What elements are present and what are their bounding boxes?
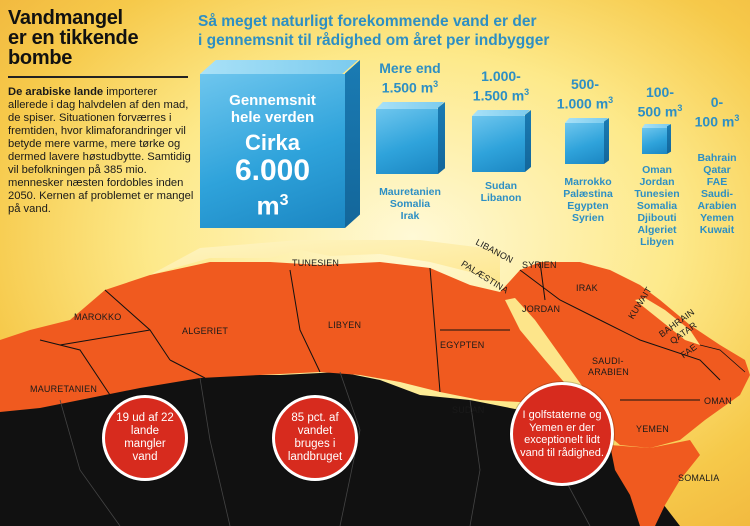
category-4-countries: Oman Jordan Tunesien Somalia Djibouti Al…: [634, 164, 680, 248]
category-4-label: 100- 500 m3: [637, 84, 683, 120]
category-3-countries: Marrokko Palæstina Egypten Syrien: [563, 176, 613, 224]
category-1-countries: Mauretanien Somalia Irak: [379, 186, 441, 222]
mediterranean: [150, 240, 500, 285]
main-title-line-2: i gennemsnit til rådighed om året per in…: [198, 32, 550, 49]
world-average-cube: [200, 60, 370, 228]
label-mauretanien: MAURETANIEN: [30, 384, 98, 394]
category-3-label: 500- 1.000 m3: [556, 76, 614, 112]
country-borders: [39, 261, 721, 401]
label-sudan: SUDAN: [452, 405, 485, 415]
label-oman: OMAN: [704, 396, 732, 406]
category-4-cube: [642, 124, 672, 154]
world-average-line-2: hele verden: [230, 109, 315, 126]
cube-front: [200, 74, 345, 228]
label-irak: IRAK: [576, 283, 598, 293]
headline-line-3: bombe: [8, 47, 73, 69]
category-2-countries: Sudan Libanon: [480, 180, 522, 204]
divider: [8, 76, 188, 78]
label-yemen: YEMEN: [636, 424, 670, 434]
headline-line-1: Vandmangel: [8, 7, 123, 29]
label-somalia: SOMALIA: [678, 473, 720, 483]
label-libyen: LIBYEN: [328, 320, 362, 330]
main-title: Så meget naturligt forekommende vand er …: [198, 12, 618, 50]
category-1-label: Mere end 1.500 m3: [379, 60, 441, 96]
intro-bold: De arabiske lande: [8, 86, 104, 98]
category-1-cube: [376, 102, 448, 174]
label-egypten: EGYPTEN: [440, 340, 485, 350]
category-5-countries: Bahrain Qatar FAE Saudi- Arabien Yemen K…: [697, 152, 737, 236]
headline-line-2: er en tikkende: [8, 27, 139, 49]
callout-countries-lacking-water: 19 ud af 22 lande mangler vand: [102, 395, 188, 481]
callout-agriculture-usage: 85 pct. af vandet bruges i landbruget: [272, 395, 358, 481]
label-marokko: MAROKKO: [74, 312, 122, 322]
category-5-label: 0- 100 m3: [694, 94, 740, 130]
category-2-label: 1.000- 1.500 m3: [472, 68, 530, 104]
persian-gulf: [635, 298, 700, 345]
label-tunesien: TUNESIEN: [292, 258, 340, 268]
label-syrien: SYRIEN: [522, 260, 557, 270]
cube-top: [200, 60, 358, 74]
label-jordan: JORDAN: [522, 304, 561, 314]
callout-gulf-states: I golfstaterne og Yemen er der exception…: [510, 382, 614, 486]
intro-body: importerer allerede i dag halvdelen af d…: [8, 86, 194, 215]
gulf-edge: [699, 344, 746, 373]
category-2-cube: [472, 110, 534, 172]
world-average-text: Gennemsnit hele verden Cirka 6.000 m3: [200, 92, 345, 220]
world-average-unit: m3: [256, 190, 289, 221]
label-saudi-2: ARABIEN: [588, 367, 629, 377]
somalia-land: [610, 440, 700, 526]
world-average-line-1: Gennemsnit: [229, 92, 316, 109]
label-saudi-1: SAUDI-: [592, 356, 624, 366]
intro-text: De arabiske lande importerer allerede i …: [8, 86, 196, 216]
cube-side: [345, 60, 360, 228]
label-algeriet: ALGERIET: [182, 326, 229, 336]
world-average-value: 6.000: [234, 154, 311, 187]
headline: Vandmangel er en tikkende bombe: [8, 8, 188, 68]
category-3-cube: [565, 118, 611, 164]
main-title-line-1: Så meget naturligt forekommende vand er …: [198, 13, 537, 30]
world-average-line-3: Cirka: [244, 130, 301, 155]
